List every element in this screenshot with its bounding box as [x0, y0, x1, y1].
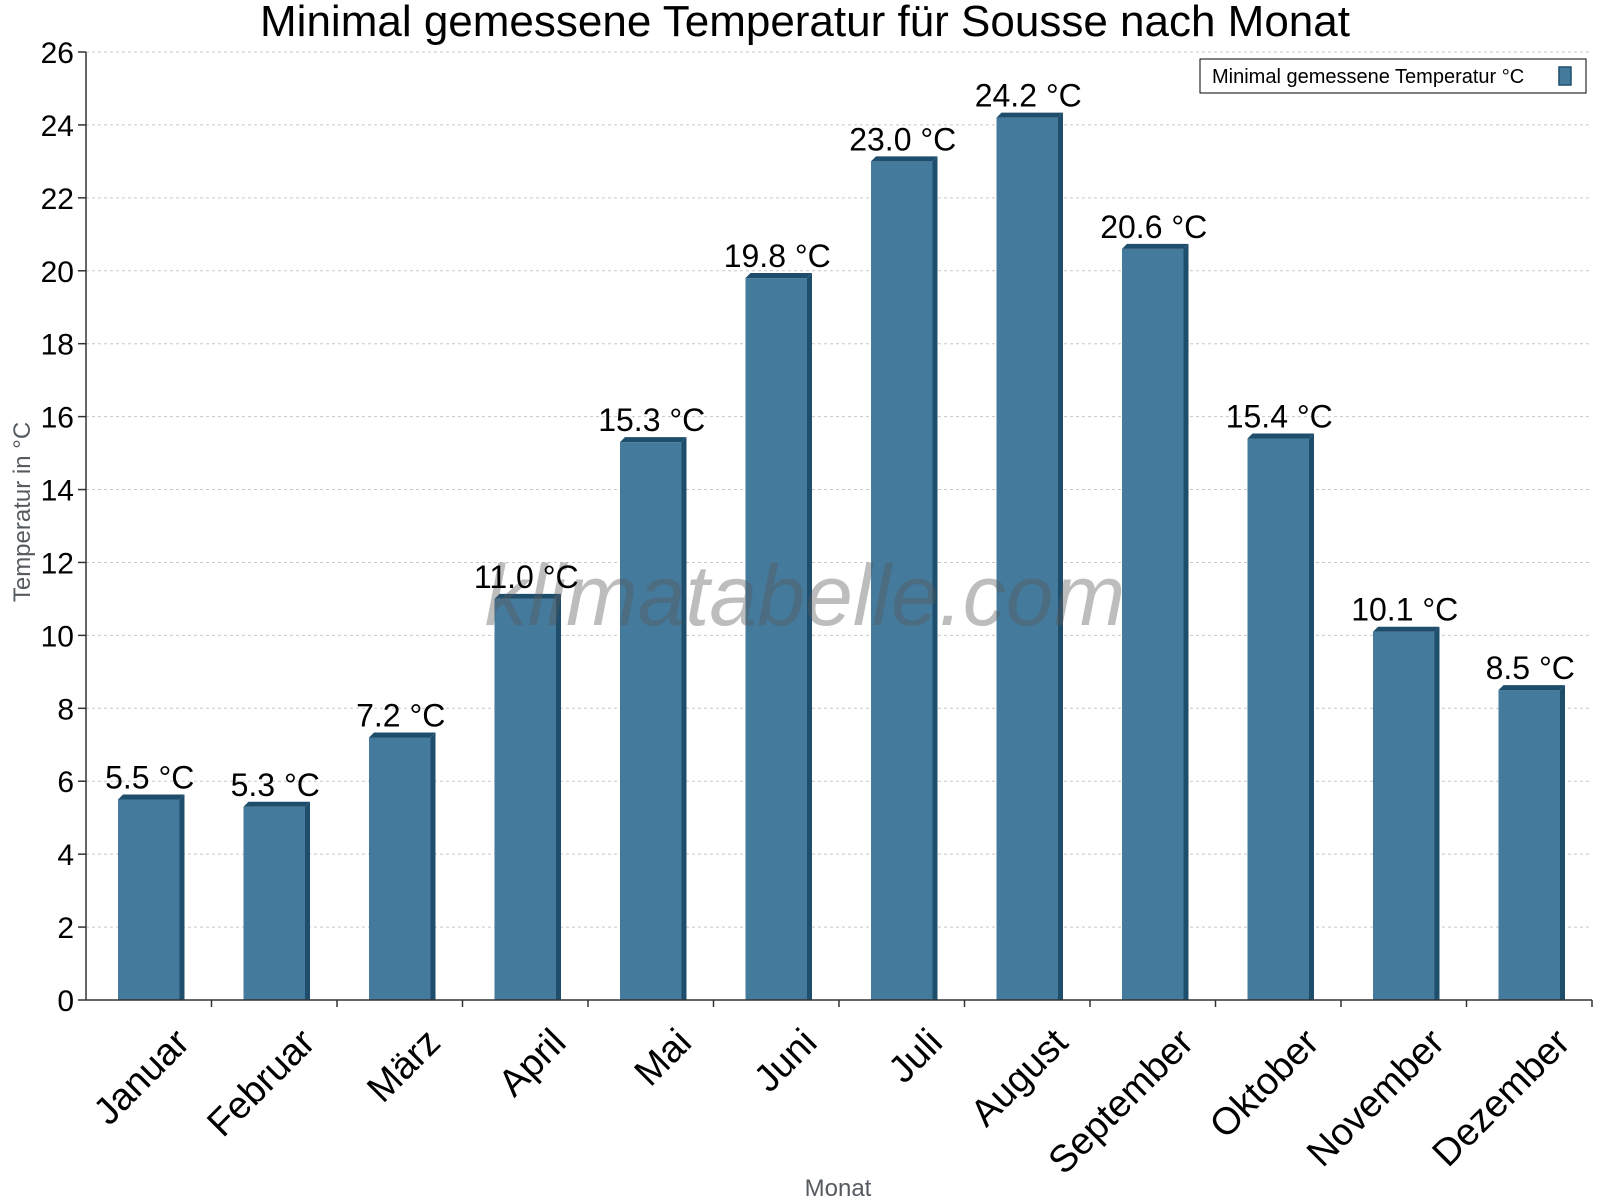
bar-face [745, 278, 807, 1000]
chart-title: Minimal gemessene Temperatur für Sousse … [260, 0, 1350, 46]
y-tick-label: 18 [41, 329, 74, 362]
y-axis-title: Temperatur in °C [9, 422, 36, 602]
bar-side [932, 156, 938, 1000]
data-label: 23.0 °C [849, 121, 956, 157]
bar-top [620, 437, 687, 443]
bar-side [1057, 112, 1063, 1001]
bar-face [1247, 438, 1309, 1000]
y-tick-label: 24 [41, 110, 74, 143]
bar-top [745, 273, 812, 279]
data-label: 15.4 °C [1226, 398, 1333, 434]
bar-side [1434, 626, 1440, 1000]
data-label: 15.3 °C [598, 402, 705, 438]
bar-november [1373, 626, 1440, 1000]
bar-top [1373, 626, 1440, 632]
x-tick-label: Februar [199, 1021, 323, 1145]
bar-face [996, 117, 1058, 1001]
x-tick-label: Dezember [1425, 1021, 1579, 1175]
x-tick-label: Januar [86, 1021, 198, 1133]
bar-face [620, 442, 682, 1001]
y-tick-label: 22 [41, 183, 74, 216]
bars [118, 112, 1565, 1001]
x-tick-label: Juni [746, 1021, 825, 1100]
legend: Minimal gemessene Temperatur °C [1199, 58, 1587, 94]
bar-side [681, 437, 687, 1001]
y-tick-label: 8 [57, 693, 74, 726]
bar-side [806, 273, 812, 1000]
bar-top [1122, 243, 1189, 249]
x-tick-label: Mai [627, 1021, 700, 1094]
bar-dezember [1498, 685, 1565, 1000]
x-axis-title: Monat [805, 1175, 872, 1200]
bar-januar [118, 794, 185, 1000]
x-tick-label: März [359, 1021, 448, 1110]
x-tick-label: Juli [881, 1021, 951, 1091]
x-axis-ticks: Januar Februar März April Mai Juni Juli AugustS… [86, 1000, 1593, 1182]
y-tick-label: 10 [41, 620, 74, 653]
bar-august [996, 112, 1063, 1001]
bar-april [494, 593, 561, 1000]
bar-face [1498, 690, 1560, 1000]
data-label: 10.1 °C [1351, 592, 1458, 628]
x-tick-label: Oktober [1202, 1021, 1328, 1147]
bar-top [1247, 433, 1314, 439]
data-label: 11.0 °C [474, 559, 579, 595]
bar-side [430, 732, 436, 1000]
y-tick-label: 0 [57, 985, 74, 1018]
y-tick-label: 12 [41, 547, 74, 580]
bar-top [996, 112, 1063, 118]
y-tick-label: 16 [41, 402, 74, 435]
bar-september [1122, 243, 1189, 1000]
bar-side [1308, 433, 1314, 1000]
data-label: 19.8 °C [724, 238, 831, 274]
bar-top [243, 801, 310, 807]
bar-top [871, 156, 938, 162]
bar-face [871, 161, 933, 1000]
legend-swatch-icon [1558, 66, 1572, 86]
bar-top [1498, 685, 1565, 691]
watermark-text: klimatabelle.com [485, 548, 1125, 644]
bar-side [179, 794, 185, 1000]
legend-label: Minimal gemessene Temperatur °C [1212, 66, 1524, 88]
bar-top [369, 732, 436, 738]
bar-side [304, 801, 310, 1000]
legend-box [1199, 58, 1587, 94]
y-tick-label: 26 [41, 37, 74, 70]
x-tick-label: April [491, 1021, 574, 1104]
bar-juni [745, 273, 812, 1000]
y-tick-label: 14 [41, 475, 74, 508]
x-tick-label: August [963, 1021, 1077, 1135]
bar-mai [620, 437, 687, 1001]
bar-side [1559, 685, 1565, 1000]
bar-face [494, 598, 556, 1000]
bar-oktober [1247, 433, 1314, 1000]
data-label: 20.6 °C [1100, 209, 1207, 245]
bar-face [1122, 248, 1184, 1000]
bar-juli [871, 156, 938, 1000]
bar-side [555, 593, 561, 1000]
y-tick-label: 6 [57, 766, 74, 799]
y-tick-label: 2 [57, 912, 74, 945]
y-tick-label: 20 [41, 256, 74, 289]
bar-februar [243, 801, 310, 1000]
bar-top [494, 593, 561, 599]
bar-face [369, 737, 431, 1000]
data-label: 24.2 °C [975, 78, 1082, 114]
data-label: 8.5 °C [1486, 650, 1575, 686]
bar-face [1373, 631, 1435, 1000]
bar-top [118, 794, 185, 800]
bar-side [1183, 243, 1189, 1000]
bar-face [243, 806, 305, 1000]
data-label: 5.3 °C [231, 767, 320, 803]
bar-märz [369, 732, 436, 1000]
bar-face [118, 799, 180, 1000]
data-label: 7.2 °C [356, 697, 445, 733]
y-tick-label: 4 [57, 839, 74, 872]
data-labels: 5.5 °C 5.3 °C 7.2 °C 11.0 °C 15.3 °C 19.8 °C 2… [105, 78, 1575, 803]
gridlines [86, 51, 1592, 928]
data-label: 5.5 °C [105, 759, 194, 795]
